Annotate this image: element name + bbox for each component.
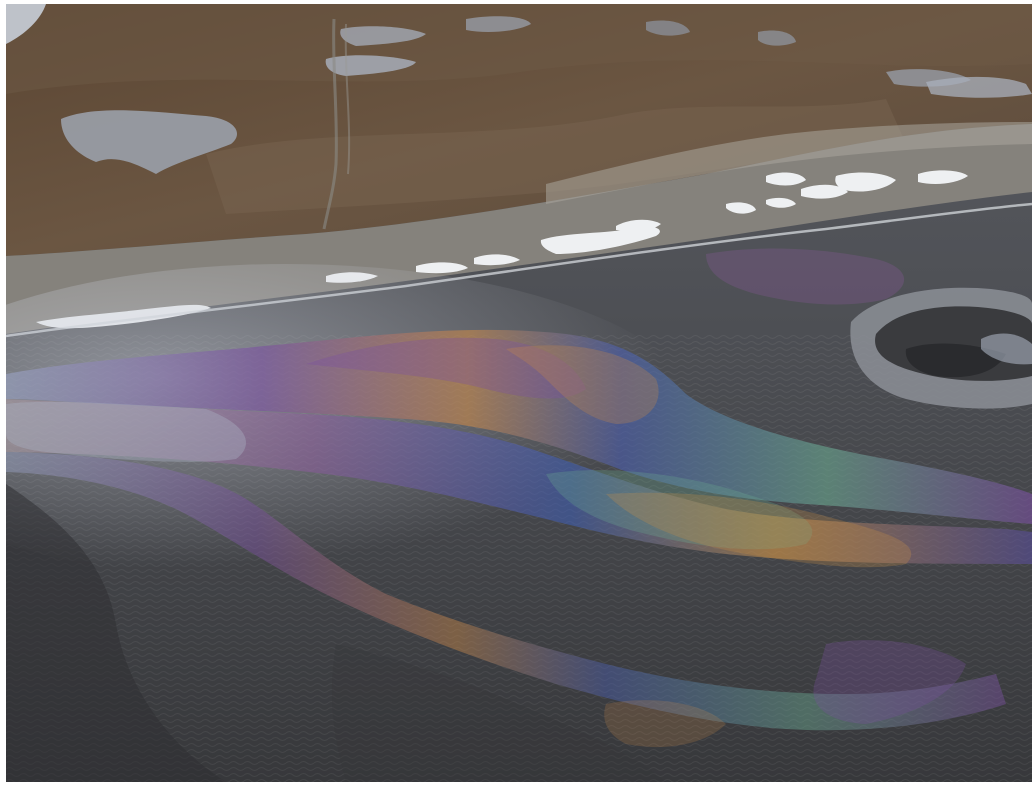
snow-patches	[36, 170, 968, 329]
oil-sheen	[6, 248, 1032, 748]
pond	[61, 110, 238, 174]
oil-pool	[850, 287, 1032, 409]
photo-canvas	[6, 4, 1032, 782]
aerial-photo	[6, 4, 1032, 782]
